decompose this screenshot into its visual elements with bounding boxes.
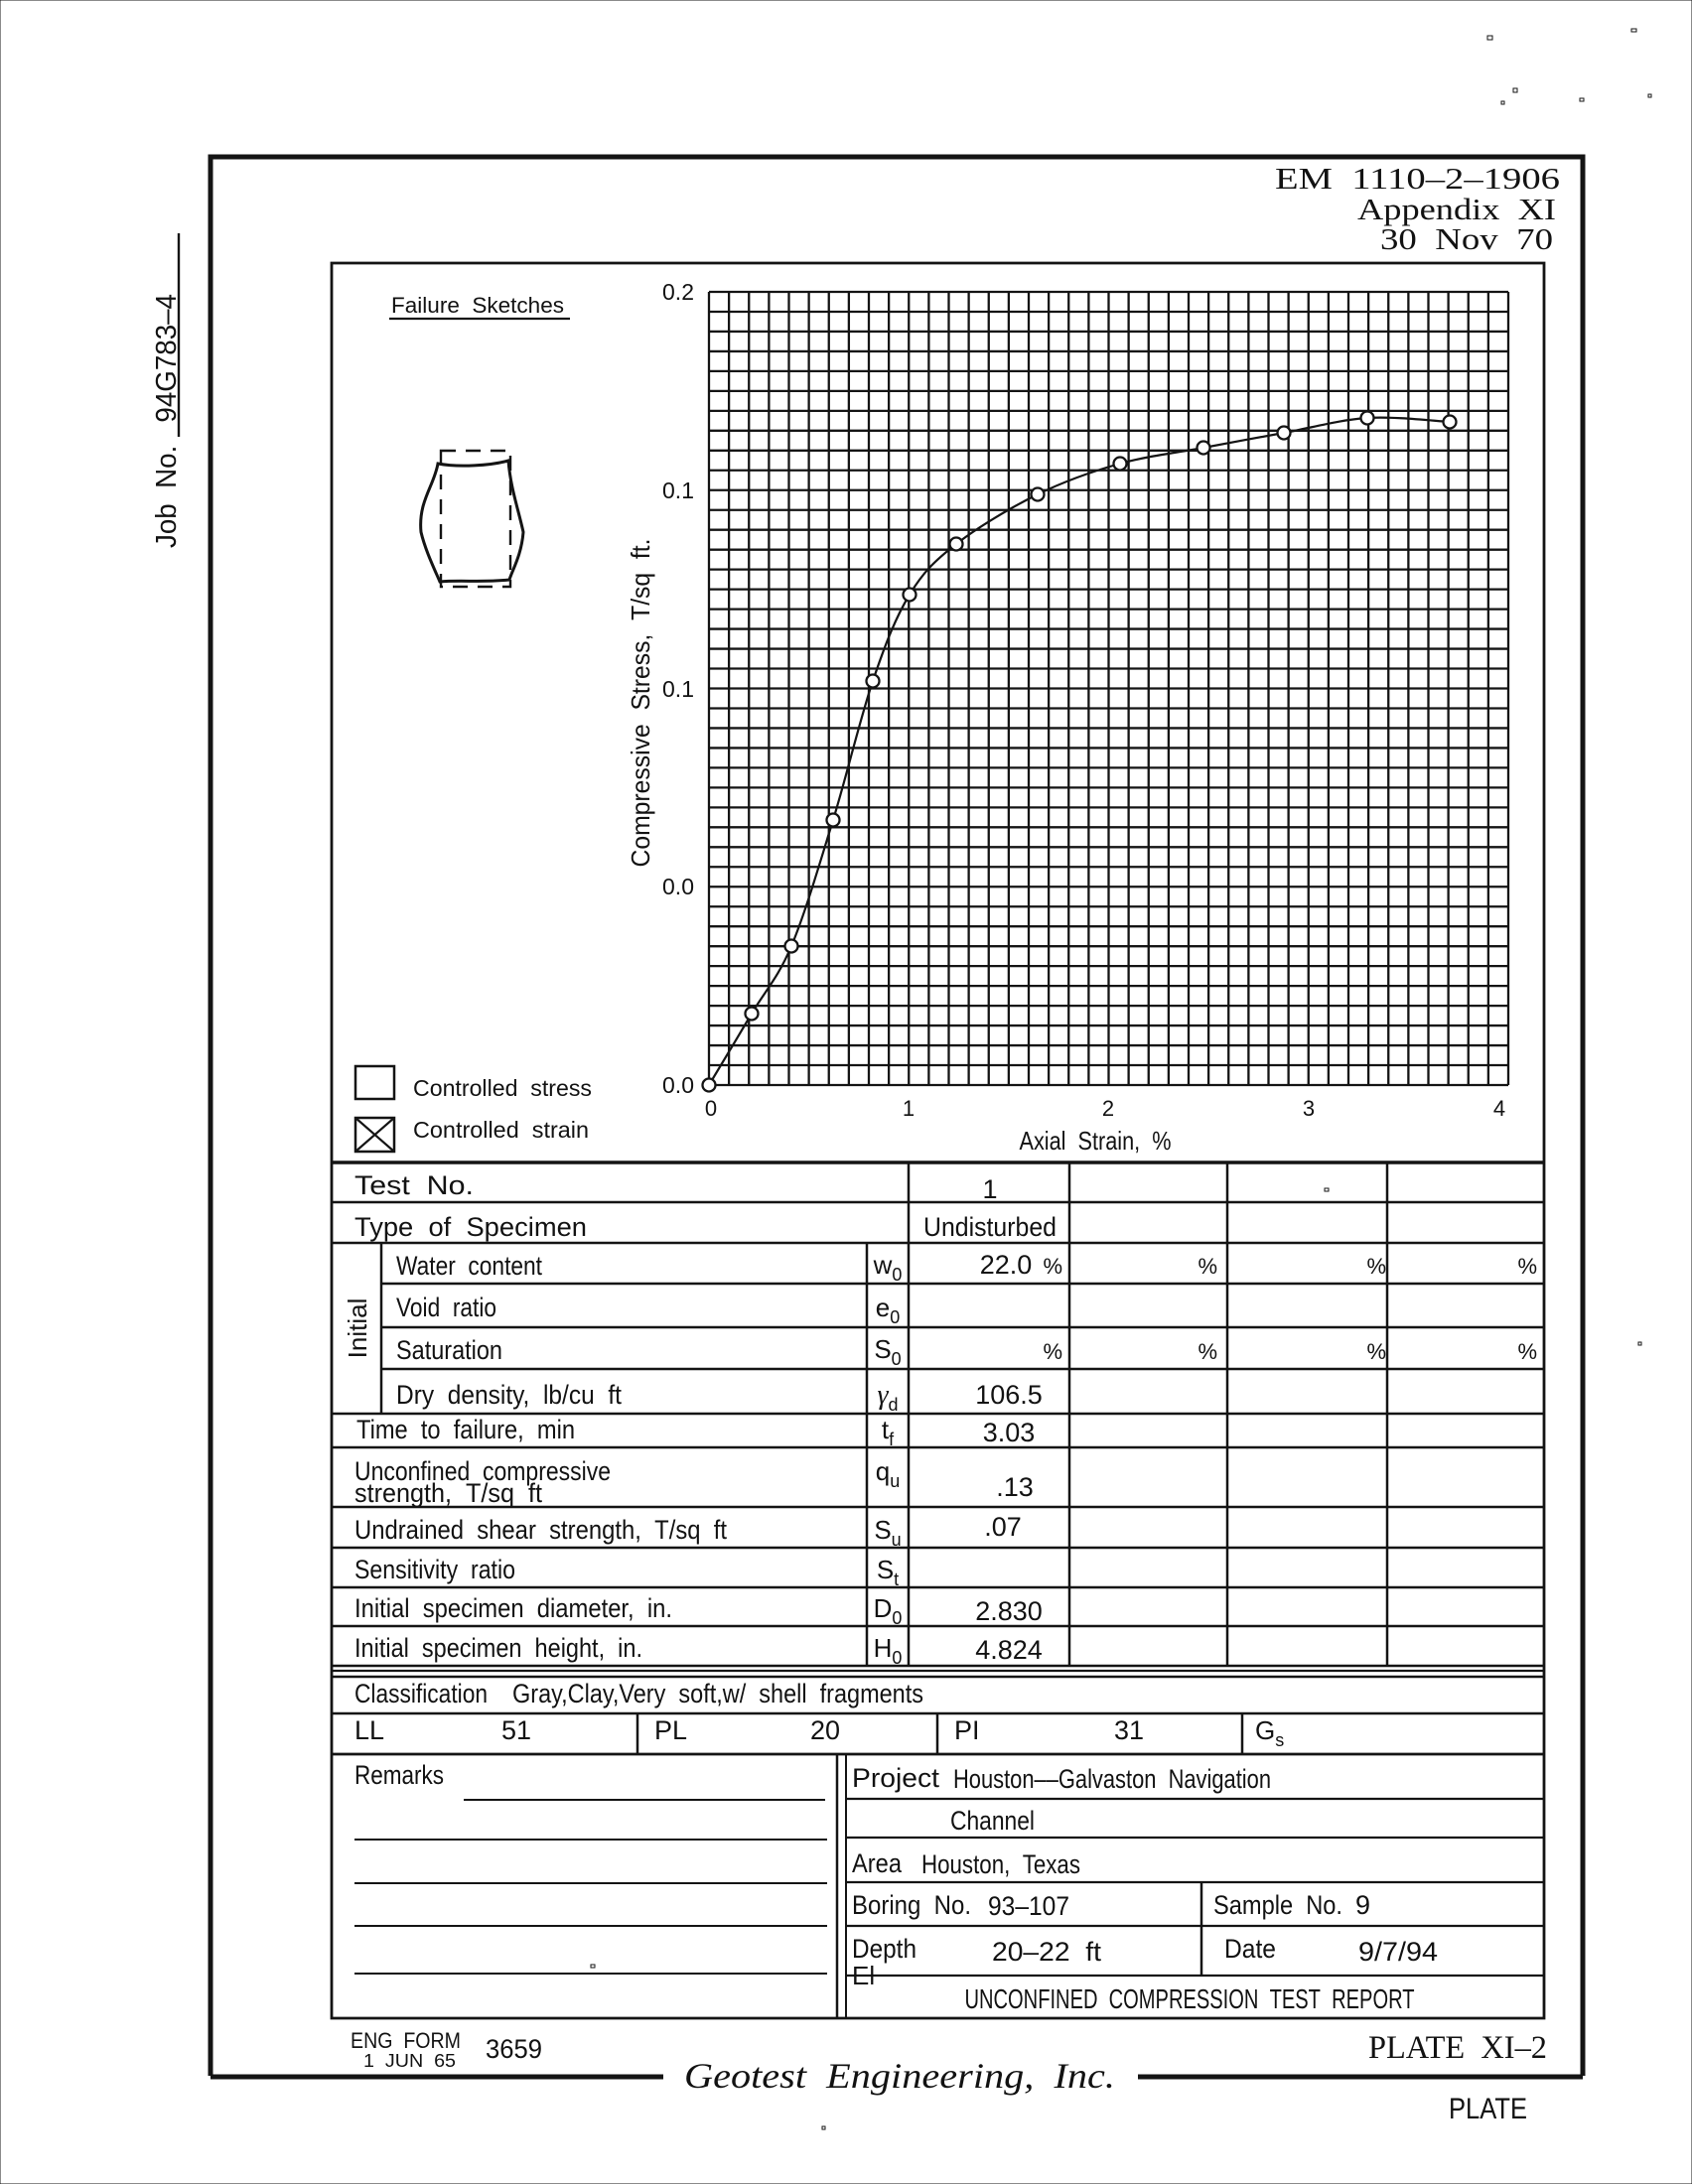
svg-text:22.0: 22.0: [980, 1250, 1033, 1280]
svg-text:Date: Date: [1224, 1934, 1276, 1964]
svg-text:Houston––Galvaston Navigation: Houston––Galvaston Navigation: [953, 1764, 1271, 1794]
svg-text:%: %: [1517, 1254, 1537, 1279]
svg-text:2.830: 2.830: [975, 1596, 1043, 1626]
svg-text:tf: tf: [882, 1415, 895, 1449]
svg-text:3: 3: [1303, 1096, 1315, 1121]
svg-text:S0: S0: [874, 1334, 901, 1369]
svg-text:PL: PL: [654, 1715, 687, 1745]
svg-text:1: 1: [982, 1174, 997, 1204]
svg-text:El: El: [852, 1961, 875, 1990]
svg-text:Su: Su: [874, 1515, 901, 1550]
svg-text:20–22 ft: 20–22 ft: [992, 1937, 1102, 1967]
svg-text:%: %: [1043, 1254, 1062, 1279]
svg-text:1 JUN 65: 1 JUN 65: [363, 2051, 456, 2071]
svg-text:Axial Strain, %: Axial Strain, %: [1020, 1126, 1172, 1156]
svg-text:%: %: [1198, 1339, 1217, 1364]
svg-text:3.03: 3.03: [983, 1418, 1036, 1447]
svg-text:e0: e0: [876, 1293, 900, 1327]
svg-text:Appendix XI: Appendix XI: [1357, 192, 1556, 226]
svg-text:9/7/94: 9/7/94: [1358, 1937, 1438, 1967]
svg-text:PLATE: PLATE: [1449, 2093, 1527, 2125]
svg-text:LL: LL: [354, 1715, 384, 1745]
svg-text:UNCONFINED COMPRESSION TEST: UNCONFINED COMPRESSION TEST REPORT: [965, 1983, 1415, 2014]
svg-text:Area: Area: [852, 1848, 903, 1878]
svg-text:PLATE XI–2: PLATE XI–2: [1368, 2030, 1547, 2066]
svg-text:1: 1: [903, 1096, 915, 1121]
svg-text:30 Nov 70: 30 Nov 70: [1380, 221, 1553, 256]
svg-text:Undrained shear strength, T: Undrained shear strength, T/sq ft: [354, 1515, 727, 1545]
svg-text:ENG FORM: ENG FORM: [351, 2028, 461, 2053]
svg-text:Test No.: Test No.: [354, 1170, 474, 1200]
svg-text:Classification: Classification: [354, 1679, 488, 1708]
svg-text:0.2: 0.2: [662, 279, 694, 305]
svg-text:Initial: Initial: [343, 1298, 372, 1359]
svg-text:D0: D0: [874, 1593, 903, 1628]
svg-text:Controlled stress: Controlled stress: [413, 1075, 592, 1101]
svg-text:St: St: [877, 1555, 899, 1589]
svg-text:%: %: [1366, 1339, 1386, 1364]
svg-text:Initial specimen height, in: Initial specimen height, in.: [354, 1633, 642, 1663]
svg-text:0.0: 0.0: [662, 1072, 694, 1098]
svg-text:EM 1110–2–1906: EM 1110–2–1906: [1275, 161, 1560, 196]
svg-text:4: 4: [1493, 1096, 1505, 1121]
svg-text:Remarks: Remarks: [354, 1760, 444, 1790]
svg-text:%: %: [1043, 1339, 1062, 1364]
svg-text:93–107: 93–107: [988, 1891, 1069, 1921]
svg-text:Initial specimen diameter,: Initial specimen diameter, in.: [354, 1593, 672, 1623]
svg-text:Sensitivity ratio: Sensitivity ratio: [354, 1555, 515, 1584]
svg-text:Geotest Engineering, Inc.: Geotest Engineering, Inc.: [684, 2056, 1115, 2096]
svg-text:γd: γd: [877, 1380, 898, 1415]
svg-text:Job No. 94G783–4: Job No. 94G783–4: [151, 294, 183, 548]
svg-text:20: 20: [810, 1715, 840, 1745]
svg-text:106.5: 106.5: [975, 1380, 1043, 1410]
svg-text:Type of Specimen: Type of Specimen: [354, 1212, 587, 1242]
svg-text:0.1: 0.1: [662, 676, 694, 702]
svg-text:H0: H0: [874, 1633, 903, 1668]
svg-text:Boring No.: Boring No.: [852, 1890, 971, 1920]
svg-text:Channel: Channel: [950, 1806, 1035, 1836]
svg-text:Depth: Depth: [852, 1934, 916, 1964]
svg-text:9: 9: [1355, 1890, 1370, 1920]
svg-text:Void ratio: Void ratio: [396, 1293, 496, 1322]
svg-text:Gray,Clay,Very soft,w/ shell: Gray,Clay,Very soft,w/ shell fragments: [512, 1679, 923, 1708]
svg-text:Time to failure, min: Time to failure, min: [356, 1415, 575, 1444]
svg-text:%: %: [1517, 1339, 1537, 1364]
svg-text:2: 2: [1102, 1096, 1114, 1121]
svg-text:4.824: 4.824: [975, 1635, 1043, 1665]
svg-text:0: 0: [705, 1096, 717, 1121]
svg-text:Unconfined compressive: Unconfined compressive: [354, 1456, 611, 1486]
svg-text:Sample No.: Sample No.: [1213, 1890, 1342, 1920]
svg-text:Undisturbed: Undisturbed: [923, 1212, 1057, 1242]
svg-text:Dry density, lb/cu ft: Dry density, lb/cu ft: [396, 1380, 622, 1410]
svg-text:Houston, Texas: Houston, Texas: [921, 1849, 1080, 1879]
svg-text:3659: 3659: [486, 2034, 542, 2064]
svg-text:Compressive Stress, T/sq ft: Compressive Stress, T/sq ft.: [626, 539, 655, 868]
svg-text:Project: Project: [852, 1763, 940, 1793]
svg-text:w0: w0: [873, 1250, 903, 1285]
svg-text:strength, T/sq ft: strength, T/sq ft: [354, 1478, 542, 1508]
svg-text:qu: qu: [876, 1456, 900, 1491]
svg-text:Failure Sketches: Failure Sketches: [391, 293, 564, 318]
svg-text:%: %: [1198, 1254, 1217, 1279]
svg-text:0.0: 0.0: [662, 874, 694, 899]
svg-text:Controlled strain: Controlled strain: [413, 1117, 589, 1143]
svg-text:0.1: 0.1: [662, 478, 694, 503]
svg-text:PI: PI: [954, 1715, 980, 1745]
svg-text:51: 51: [501, 1715, 531, 1745]
svg-text:.07: .07: [984, 1512, 1022, 1542]
svg-text:31: 31: [1114, 1715, 1144, 1745]
svg-text:%: %: [1366, 1254, 1386, 1279]
svg-text:Saturation: Saturation: [396, 1335, 502, 1365]
svg-text:.13: .13: [996, 1472, 1034, 1502]
svg-text:Gs: Gs: [1255, 1715, 1284, 1750]
svg-text:Water content: Water content: [396, 1251, 542, 1281]
